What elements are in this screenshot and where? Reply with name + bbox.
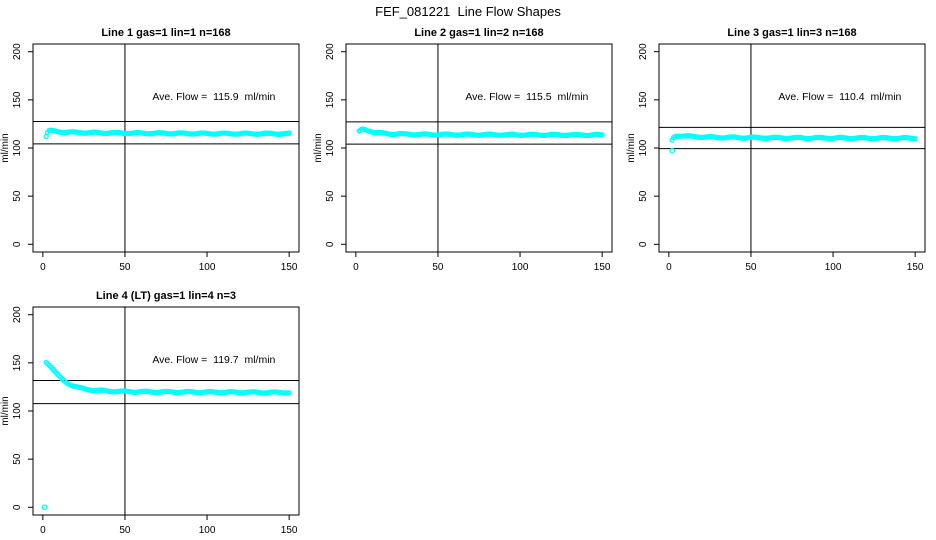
- y-axis-label: ml/min: [0, 133, 11, 162]
- data-point: [43, 133, 49, 140]
- y-tick-label: 150: [638, 91, 649, 108]
- x-tick-label: 150: [281, 262, 298, 273]
- plot-box: [32, 43, 300, 253]
- subplot-title: Line 4 (LT) gas=1 lin=4 n=3: [96, 290, 236, 302]
- y-tick-label: 100: [12, 139, 23, 156]
- y-tick-label: 50: [12, 453, 23, 465]
- data-point: [912, 136, 918, 142]
- subplot-cell-1: 0 50 100 150 0 50 100 150 200 ml/min Line 1 gas=1 …: [0, 20, 312, 290]
- y-tick-label: 200: [12, 43, 23, 60]
- x-tick-label: 100: [512, 262, 529, 273]
- subplot-title: Line 2 gas=1 lin=2 n=168: [414, 27, 543, 39]
- x-tick-label: 50: [432, 262, 444, 273]
- x-tick-label: 150: [281, 525, 298, 536]
- y-tick-label: 150: [12, 91, 23, 108]
- y-tick-label: 150: [12, 354, 23, 371]
- y-axis-label: ml/min: [0, 396, 11, 425]
- x-tick-label: 0: [40, 262, 46, 273]
- x-tick-label: 150: [594, 262, 611, 273]
- y-tick-label: 100: [325, 139, 336, 156]
- y-tick-label: 0: [12, 241, 23, 247]
- y-tick-label: 50: [325, 190, 336, 202]
- y-tick-label: 200: [12, 306, 23, 323]
- outlier-point: [669, 148, 675, 154]
- x-tick-label: 0: [666, 262, 672, 273]
- subplot-svg-1: 0 50 100 150 0 50 100 150 200 ml/min Line 1 gas=1 …: [0, 27, 300, 273]
- y-tick-label: 50: [12, 190, 23, 202]
- data-point: [599, 132, 605, 138]
- chart-main-title: FEF_081221 Line Flow Shapes: [375, 4, 561, 19]
- ave-flow-annotation: Ave. Flow = 115.5 ml/min: [465, 91, 588, 103]
- plot-box: [32, 306, 300, 516]
- outlier-point: [41, 504, 48, 511]
- subplot-cell-4: 0 50 100 150 0 50 100 150 200 ml/min Line 4 (LT) g…: [0, 283, 312, 540]
- x-tick-label: 50: [745, 262, 757, 273]
- subplot-svg-3: 0 50 100 150 0 50 100 150 200 ml/min Line 3 gas=1 …: [626, 27, 926, 273]
- y-tick-label: 100: [12, 402, 23, 419]
- x-tick-label: 50: [119, 525, 131, 536]
- subplot-cell-3: 0 50 100 150 0 50 100 150 200 ml/min Line 3 gas=1 …: [626, 20, 936, 290]
- y-tick-label: 200: [325, 43, 336, 60]
- y-axis-label: ml/min: [626, 133, 637, 162]
- subplot-cell-2: 0 50 100 150 0 50 100 150 200 ml/min Line 2 gas=1 …: [313, 20, 625, 290]
- ave-flow-annotation: Ave. Flow = 119.7 ml/min: [152, 354, 275, 366]
- y-axis-label: ml/min: [313, 133, 324, 162]
- x-tick-label: 100: [825, 262, 842, 273]
- data-point: [286, 390, 292, 396]
- y-tick-label: 0: [638, 241, 649, 247]
- subplot-svg-4: 0 50 100 150 0 50 100 150 200 ml/min Line 4 (LT) g…: [0, 290, 300, 536]
- plot-box: [658, 43, 926, 253]
- y-tick-label: 100: [638, 139, 649, 156]
- x-tick-label: 0: [40, 525, 46, 536]
- ave-flow-annotation: Ave. Flow = 115.9 ml/min: [152, 91, 275, 103]
- y-tick-label: 0: [325, 241, 336, 247]
- subplot-svg-2: 0 50 100 150 0 50 100 150 200 ml/min Line 2 gas=1 …: [313, 27, 613, 273]
- x-tick-label: 150: [907, 262, 924, 273]
- y-tick-label: 200: [638, 43, 649, 60]
- y-tick-label: 150: [325, 91, 336, 108]
- subplot-title: Line 3 gas=1 lin=3 n=168: [727, 27, 856, 39]
- ave-flow-annotation: Ave. Flow = 110.4 ml/min: [778, 91, 901, 103]
- y-tick-label: 50: [638, 190, 649, 202]
- subplot-title: Line 1 gas=1 lin=1 n=168: [101, 27, 230, 39]
- x-tick-label: 100: [199, 525, 216, 536]
- data-point: [286, 130, 292, 136]
- x-tick-label: 50: [119, 262, 131, 273]
- plot-box: [345, 43, 613, 253]
- x-tick-label: 100: [199, 262, 216, 273]
- y-tick-label: 0: [12, 504, 23, 510]
- x-tick-label: 0: [353, 262, 359, 273]
